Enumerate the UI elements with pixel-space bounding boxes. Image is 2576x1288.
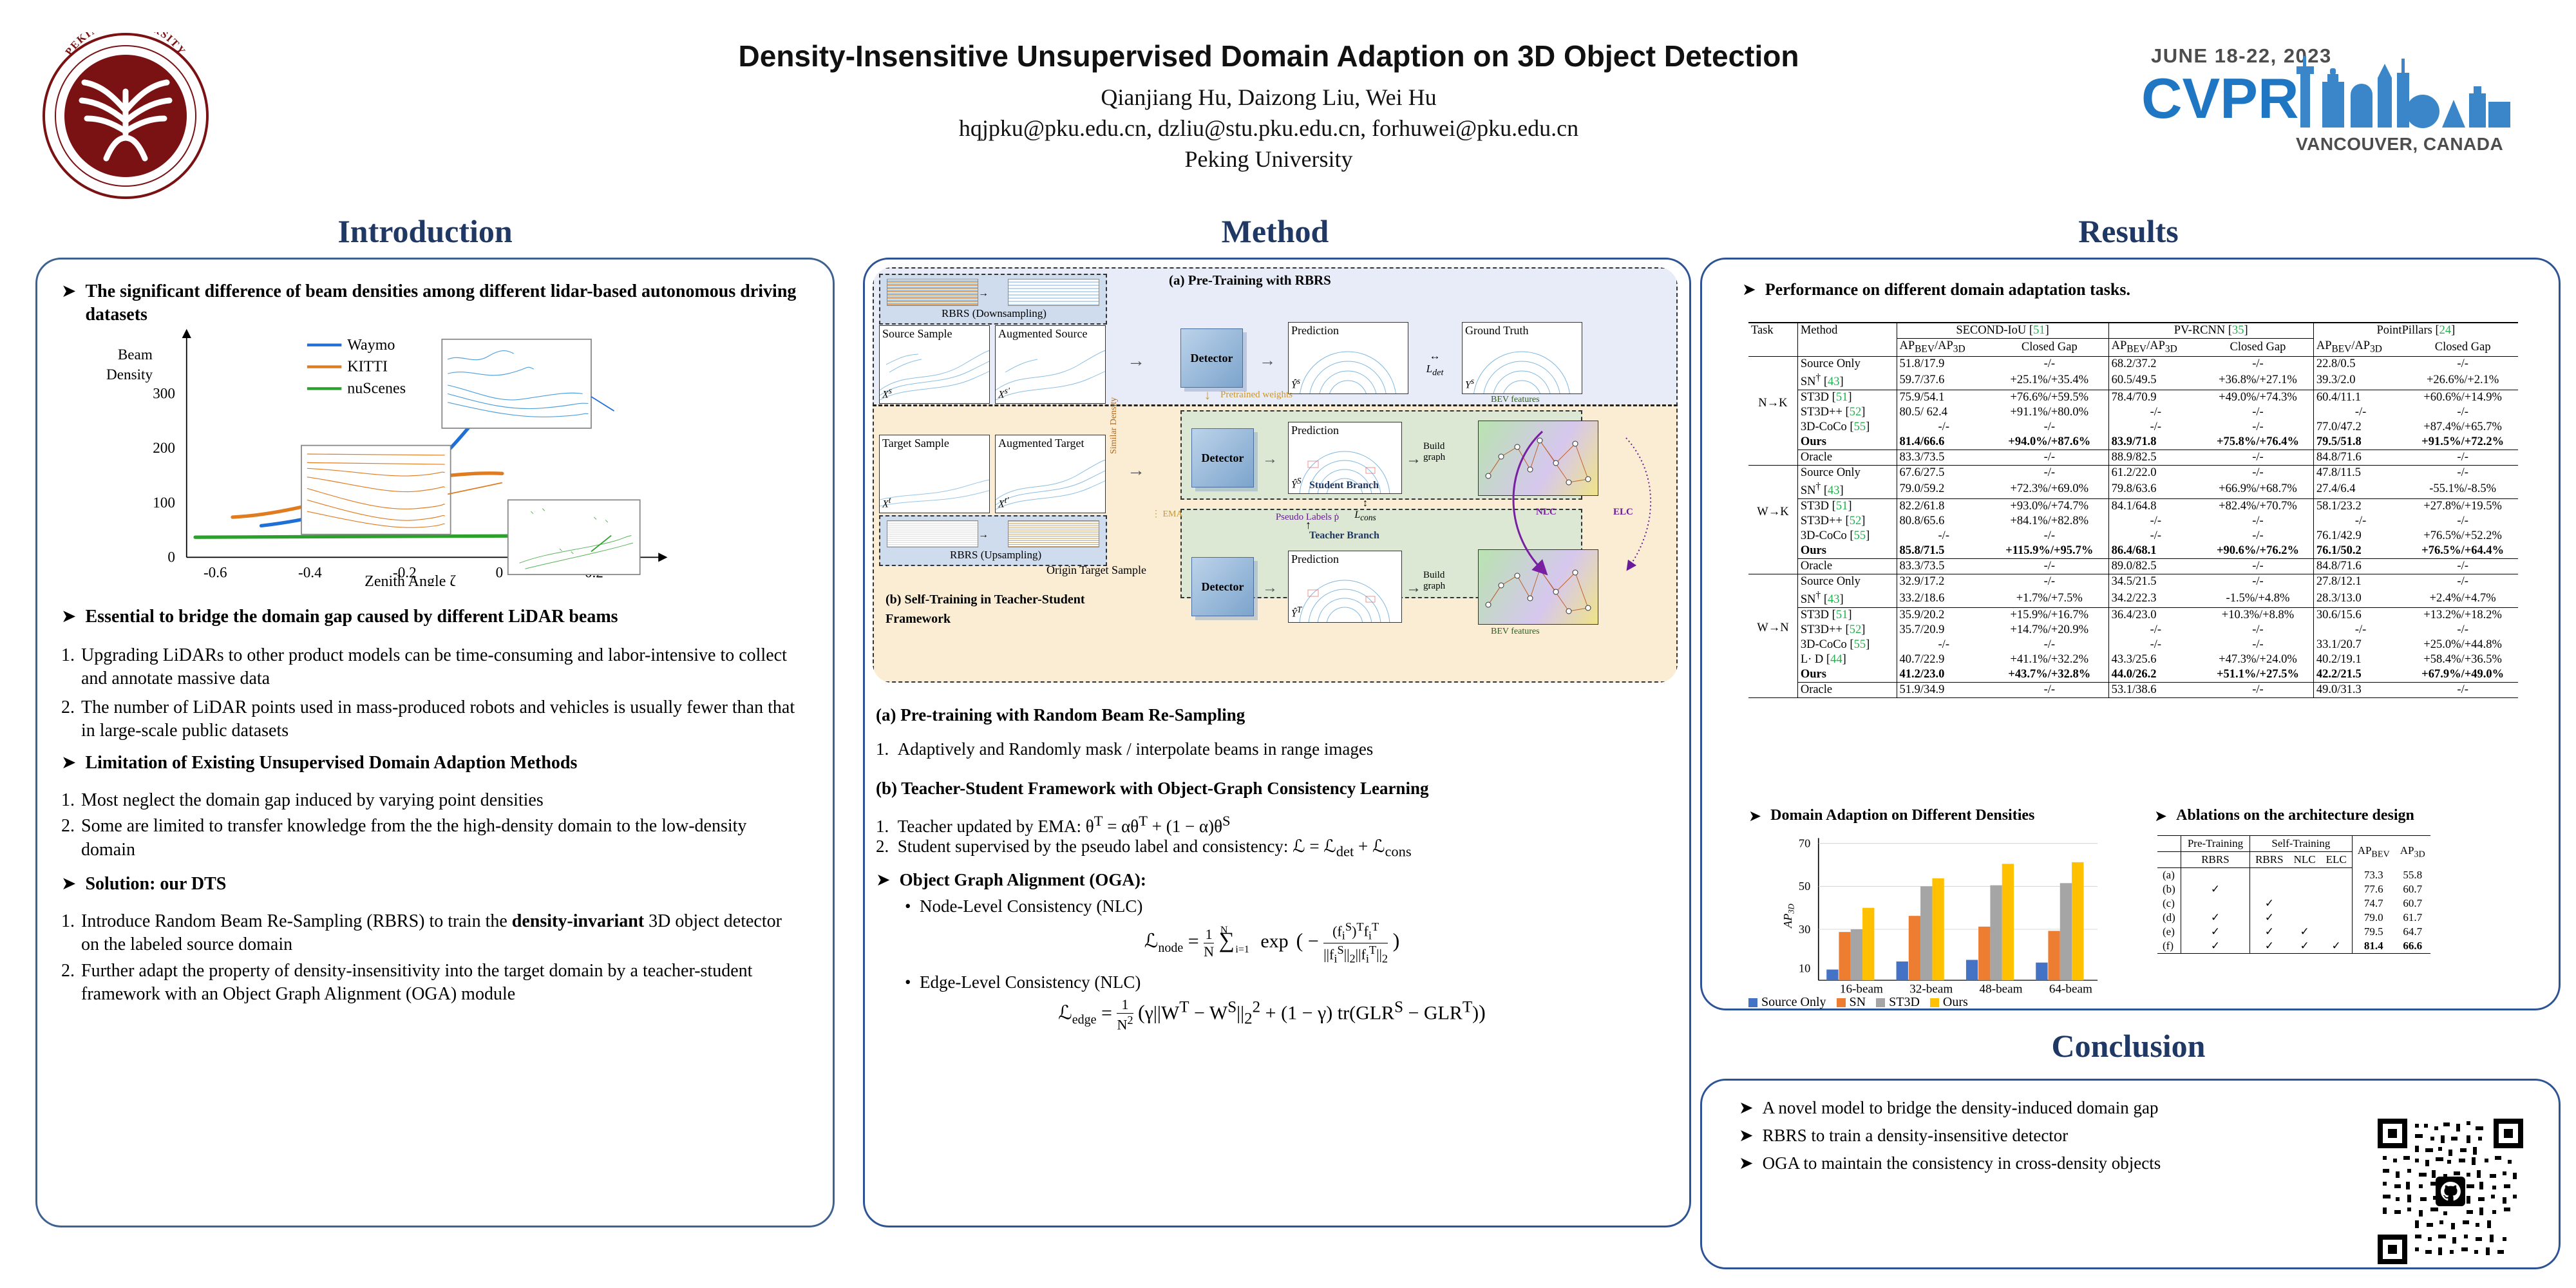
svg-text:0: 0 bbox=[496, 565, 504, 582]
svg-text:0: 0 bbox=[167, 549, 175, 566]
svg-text:48-beam: 48-beam bbox=[1980, 982, 2023, 994]
svg-text:300: 300 bbox=[153, 386, 175, 402]
svg-text:Density: Density bbox=[106, 366, 153, 383]
svg-text:Beam: Beam bbox=[118, 346, 153, 363]
svg-text:-0.6: -0.6 bbox=[204, 565, 227, 582]
svg-text:64-beam: 64-beam bbox=[2049, 982, 2092, 994]
svg-text:16-beam: 16-beam bbox=[1840, 982, 1883, 994]
svg-text:100: 100 bbox=[153, 495, 175, 511]
svg-text:Zenith Angle ζ: Zenith Angle ζ bbox=[365, 573, 456, 586]
svg-text:-0.4: -0.4 bbox=[298, 565, 322, 582]
svg-text:Waymo: Waymo bbox=[347, 337, 395, 354]
svg-text:CVPR: CVPR bbox=[2141, 66, 2299, 130]
svg-text:30: 30 bbox=[1799, 923, 1810, 936]
svg-text:KITTI: KITTI bbox=[347, 359, 388, 375]
svg-text:10: 10 bbox=[1799, 962, 1810, 975]
svg-text:200: 200 bbox=[153, 440, 175, 457]
svg-text:50: 50 bbox=[1799, 880, 1810, 893]
svg-text:AP3D: AP3D bbox=[1781, 904, 1795, 929]
svg-text:nuScenes: nuScenes bbox=[347, 381, 406, 397]
svg-text:32-beam: 32-beam bbox=[1909, 982, 1953, 994]
svg-text:VANCOUVER, CANADA: VANCOUVER, CANADA bbox=[2296, 134, 2503, 154]
svg-text:70: 70 bbox=[1799, 837, 1810, 850]
